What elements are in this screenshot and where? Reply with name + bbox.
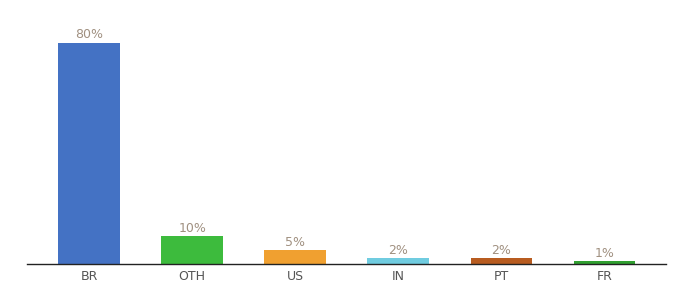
Bar <box>161 236 223 264</box>
Text: 2%: 2% <box>492 244 511 257</box>
Bar <box>265 250 326 264</box>
Bar <box>58 43 120 264</box>
Bar <box>574 261 636 264</box>
Text: 80%: 80% <box>75 28 103 41</box>
Bar <box>367 259 429 264</box>
Text: 5%: 5% <box>285 236 305 249</box>
Text: 1%: 1% <box>594 247 615 260</box>
Text: 2%: 2% <box>388 244 408 257</box>
Text: 10%: 10% <box>178 222 206 235</box>
Bar <box>471 259 532 264</box>
